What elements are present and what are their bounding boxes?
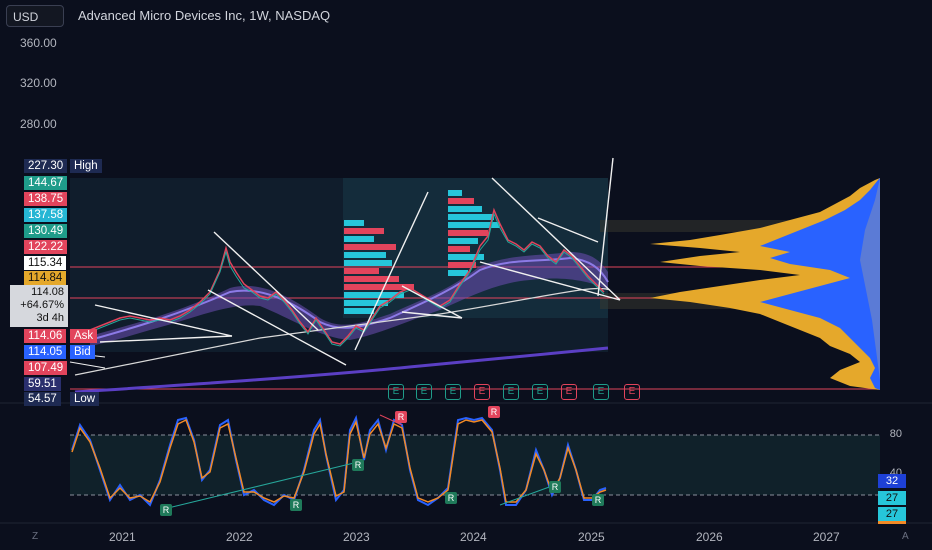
price-tag-5: 122.22 (24, 240, 68, 254)
time-label-2026: 2026 (696, 530, 723, 544)
price-tag-6: 115.34 (24, 256, 67, 270)
ask-tag-label: Ask (70, 329, 98, 343)
price-label-360: 360.00 (20, 36, 57, 50)
rsi-marker: R (549, 481, 561, 493)
divergence-line (167, 461, 359, 509)
oscillator-partial-label: 40 (889, 467, 902, 474)
price-tag-7: 114.84 (24, 271, 67, 285)
oscillator-level-label: 80 (889, 428, 902, 440)
price-tag-9: 59.51 (24, 377, 61, 391)
timezone-button[interactable]: Z (32, 531, 39, 542)
current-price-box: 114.08 +64.67% 3d 4h (10, 285, 68, 327)
low-tag: 54.57 (24, 392, 61, 406)
volume-profile (650, 178, 880, 390)
trendlines (94, 157, 621, 366)
earnings-marker[interactable]: E (624, 384, 640, 400)
session-profile-1 (344, 220, 414, 314)
earnings-marker[interactable]: E (416, 384, 432, 400)
earnings-marker[interactable]: E (445, 384, 461, 400)
rsi-marker: R (160, 504, 172, 516)
earnings-marker[interactable]: E (532, 384, 548, 400)
time-label-2021: 2021 (109, 530, 136, 544)
time-label-2027: 2027 (813, 530, 840, 544)
price-tag-4: 130.49 (24, 224, 68, 238)
price-tag-3: 137.58 (24, 208, 68, 222)
divergence-line-3 (379, 414, 403, 426)
price-tag-1: 144.67 (24, 176, 68, 190)
earnings-marker[interactable]: E (388, 384, 404, 400)
bar-countdown: 3d 4h (36, 312, 64, 324)
sma-200 (74, 287, 611, 376)
rsi-marker: R (445, 492, 457, 504)
oscillator-zone (70, 435, 880, 495)
rsi-marker: R (352, 459, 364, 471)
price-tag-2: 138.75 (24, 192, 68, 206)
symbol-title[interactable]: Advanced Micro Devices Inc, 1W, NASDAQ (78, 8, 331, 23)
low-tag-label: Low (70, 392, 100, 406)
auto-scale-button[interactable]: A (902, 531, 909, 542)
divergence-line-2 (499, 485, 553, 506)
time-label-2022: 2022 (226, 530, 253, 544)
ask-tag: 114.06 (24, 329, 67, 343)
earnings-marker[interactable]: E (474, 384, 490, 400)
bid-tag: 114.05 (24, 345, 67, 359)
bid-tag-label: Bid (70, 345, 95, 359)
time-label-2025: 2025 (578, 530, 605, 544)
stoch-d (71, 418, 607, 504)
current-price: 114.08 (31, 286, 64, 298)
earnings-marker[interactable]: E (593, 384, 609, 400)
time-label-2024: 2024 (460, 530, 487, 544)
rsi-marker: R (592, 494, 604, 506)
price-label-280: 280.00 (20, 117, 57, 131)
currency-select[interactable]: USD (6, 5, 64, 27)
earnings-marker[interactable]: E (561, 384, 577, 400)
price-label-320: 320.00 (20, 76, 57, 90)
rsi-marker: R (290, 499, 302, 511)
oscillator-value-1: 32 (878, 474, 906, 488)
high-tag-label: High (70, 159, 102, 173)
ema-ribbon (90, 252, 608, 346)
rsi-marker: R (395, 411, 407, 423)
session-profile-2 (448, 190, 500, 276)
time-label-2023: 2023 (343, 530, 370, 544)
price-tag-8: 107.49 (24, 361, 68, 375)
oscillator-value-2: 27 (878, 491, 906, 505)
chart-header: USD Advanced Micro Devices Inc, 1W, NASD… (0, 0, 932, 32)
price-change: +64.67% (20, 299, 64, 311)
sma-long (74, 346, 609, 394)
oscillator-value-4 (878, 521, 906, 524)
price-line-2 (89, 212, 605, 347)
rsi-marker: R (488, 406, 500, 418)
high-tag: 227.30 (24, 159, 68, 173)
oscillator-value-3: 27 (878, 507, 906, 521)
earnings-marker[interactable]: E (503, 384, 519, 400)
price-line (89, 207, 605, 345)
